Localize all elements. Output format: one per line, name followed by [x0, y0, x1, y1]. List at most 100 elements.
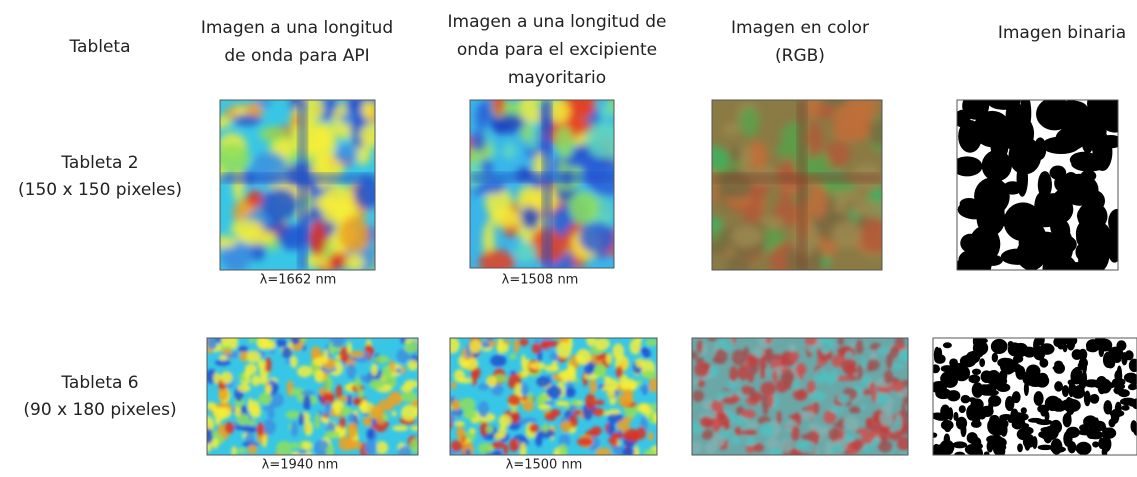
blob [538, 404, 552, 410]
column-header: Imagen a una longitud de [448, 12, 667, 32]
corner-header: Tableta [68, 37, 130, 57]
blob [218, 354, 228, 361]
blob [373, 355, 390, 364]
blob [400, 338, 406, 345]
blob [792, 388, 808, 401]
blob [237, 383, 251, 393]
blob [712, 216, 724, 233]
blob [752, 443, 765, 452]
blob [392, 425, 409, 432]
blob [1017, 443, 1023, 453]
blob [267, 409, 275, 419]
blob [808, 182, 828, 220]
image-texture [933, 338, 1137, 455]
blob [451, 399, 461, 411]
blob [851, 200, 882, 217]
blob [258, 126, 288, 142]
blob [823, 410, 837, 425]
blob [314, 412, 321, 430]
blob [560, 420, 572, 432]
blob [953, 365, 971, 382]
blob [740, 409, 756, 419]
column-header: (RGB) [775, 46, 825, 66]
blob [410, 425, 418, 431]
blob [232, 114, 262, 126]
blob [482, 221, 495, 259]
blob [221, 338, 231, 347]
blob [730, 224, 764, 248]
blob [1074, 385, 1085, 395]
blob [726, 253, 750, 270]
blob [1055, 127, 1086, 151]
blob [993, 375, 1008, 387]
image-panel [450, 338, 657, 455]
blob [958, 405, 966, 414]
blob [1013, 363, 1023, 373]
blob [1007, 416, 1016, 424]
blob [806, 441, 815, 454]
image-frame [449, 337, 658, 456]
image-frame [206, 337, 419, 456]
blob [491, 384, 504, 396]
blob [477, 179, 507, 195]
blob [211, 431, 219, 438]
blob [781, 370, 795, 386]
blob [983, 451, 990, 455]
blob [792, 450, 803, 455]
cross-v [297, 100, 308, 270]
blob [831, 220, 863, 249]
blob [268, 379, 274, 386]
blob [860, 389, 874, 395]
blob [463, 409, 477, 420]
blob [696, 339, 703, 354]
blob [593, 365, 607, 376]
image-panel [220, 100, 375, 270]
blob [262, 435, 268, 448]
blob [874, 392, 890, 405]
blob [461, 441, 474, 455]
blob [1016, 160, 1028, 197]
blob [480, 341, 491, 349]
blob [813, 398, 820, 415]
blob [866, 359, 880, 371]
blob [971, 437, 982, 448]
blob [397, 445, 412, 455]
blob [624, 433, 638, 442]
blob [889, 362, 905, 369]
blob [521, 354, 526, 369]
blob [695, 357, 704, 363]
blob [1068, 338, 1078, 346]
blob [207, 338, 218, 350]
cross-v [797, 100, 807, 270]
blob [808, 428, 820, 445]
blob [485, 424, 494, 434]
blob [603, 378, 619, 391]
blob [594, 355, 605, 361]
blob [640, 383, 649, 393]
image-panel [712, 100, 882, 270]
blob [454, 420, 465, 427]
blob [979, 358, 986, 368]
blob [403, 342, 418, 353]
blob [221, 348, 233, 355]
blob [313, 439, 331, 455]
blob [220, 116, 232, 129]
blob [492, 100, 506, 117]
blob [788, 343, 796, 352]
blob [653, 412, 657, 424]
blob [520, 124, 532, 142]
image-frame [219, 99, 376, 271]
blob [339, 406, 353, 417]
blob [760, 421, 775, 437]
blob [1087, 430, 1104, 440]
blob [960, 394, 971, 404]
blob [739, 145, 752, 177]
blob [958, 120, 982, 153]
blob [262, 405, 275, 411]
blob [607, 421, 616, 437]
blob [237, 345, 249, 353]
blob [555, 400, 569, 407]
blob [829, 405, 844, 413]
blob [305, 253, 323, 269]
